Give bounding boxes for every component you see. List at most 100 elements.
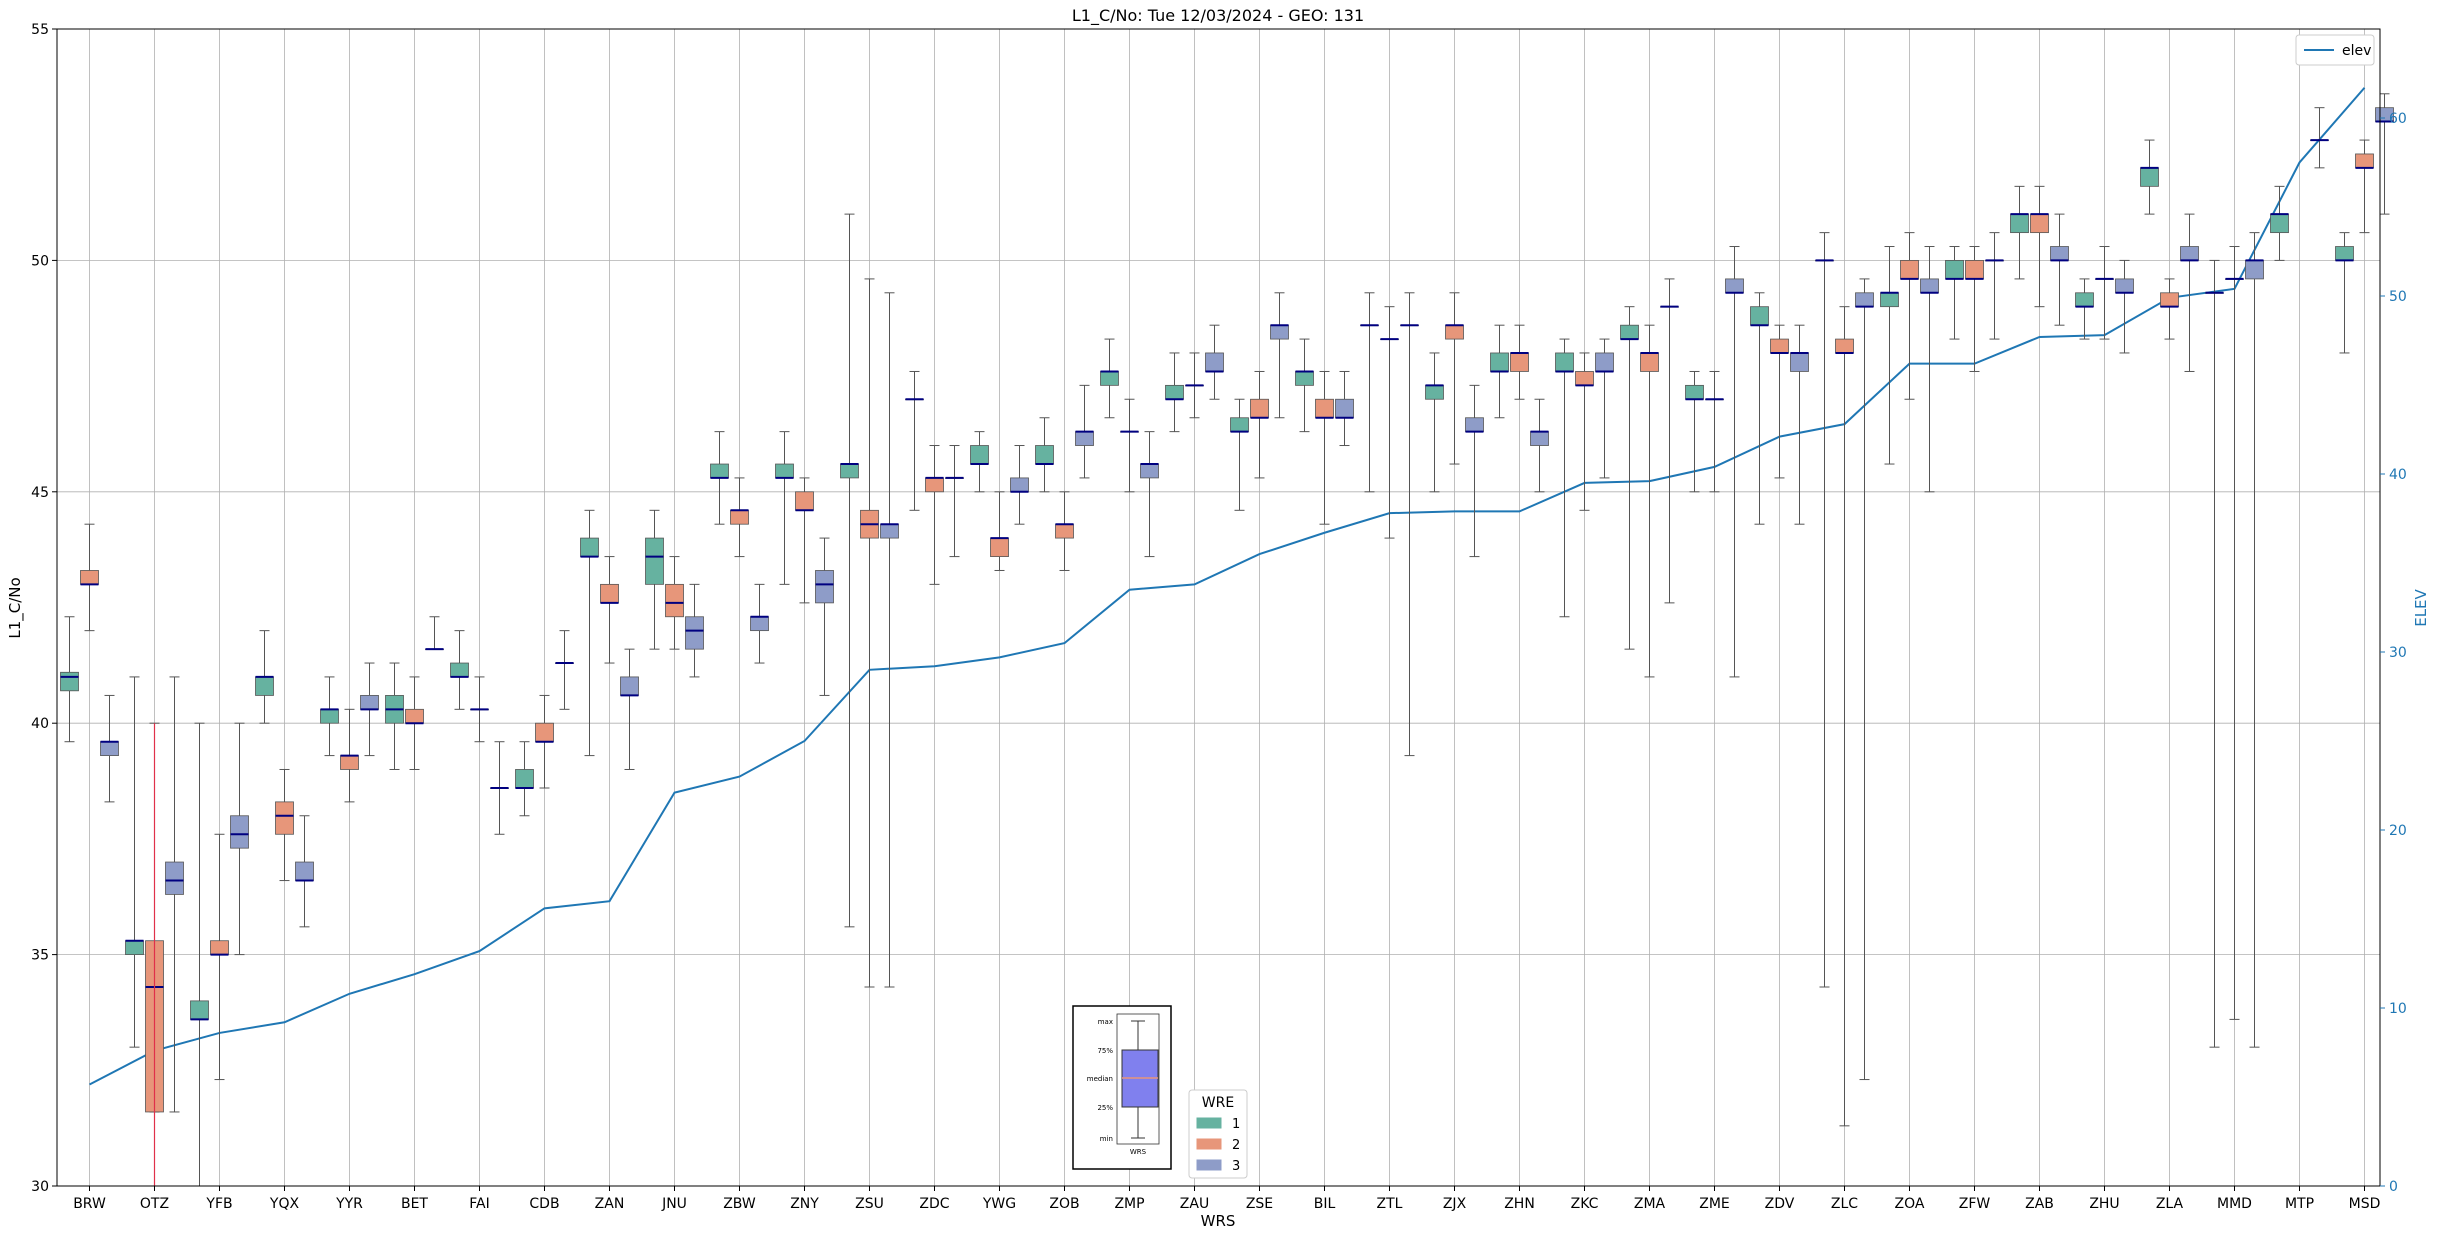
box-iqr: [295, 861, 314, 881]
box-key-min-label: min: [1100, 1135, 1113, 1143]
box-ZHN-wre1: [1490, 324, 1509, 419]
box-iqr: [1595, 352, 1614, 372]
box-iqr: [1165, 384, 1184, 400]
x-tick-label: CDB: [529, 1196, 559, 1212]
box-iqr: [2075, 292, 2094, 308]
box-MTP-wre1: [2270, 185, 2289, 261]
x-tick-label: ZNY: [790, 1196, 819, 1212]
x-tick-label: ZMA: [1634, 1196, 1666, 1212]
line-legend: elev: [2295, 34, 2375, 66]
box-JNU-wre3: [685, 583, 704, 678]
box-iqr: [80, 570, 99, 585]
box-CDB-wre3: [555, 630, 574, 710]
y-tick-label: 55: [31, 22, 49, 38]
x-tick-label: ZHN: [1504, 1196, 1535, 1212]
x-tick-label: MMD: [2217, 1196, 2252, 1212]
box-ZOB-wre1: [1035, 417, 1054, 493]
box-key-median-label: median: [1087, 1075, 1113, 1083]
box-BET-wre2: [405, 676, 424, 770]
y-tick-label: 40: [31, 716, 49, 732]
box-FAI-wre2: [470, 676, 489, 743]
box-iqr: [515, 769, 534, 789]
box-key-axes: [1116, 1013, 1160, 1145]
box-iqr: [1835, 338, 1854, 354]
box-ZTL-wre3: [1400, 292, 1419, 757]
box-ZME-wre2: [1705, 370, 1724, 493]
box-iqr: [1530, 431, 1549, 446]
x-tick-label: OTZ: [140, 1196, 169, 1212]
x-tick-label: ZOB: [1049, 1196, 1079, 1212]
box-ZHU-wre3: [2115, 259, 2134, 354]
box-key-q1-label: 25%: [1097, 1104, 1113, 1112]
box-iqr: [1965, 259, 1984, 280]
box-iqr: [1685, 384, 1704, 400]
x-tick-label: ZBW: [723, 1196, 756, 1212]
x-tick-label: ZJX: [1443, 1196, 1467, 1212]
box-CDB-wre1: [515, 741, 534, 817]
box-iqr: [795, 491, 814, 511]
x-tick-label: MTP: [2285, 1196, 2314, 1212]
x-tick-label: ZFW: [1959, 1196, 1991, 1212]
y2-tick-label: 60: [2389, 111, 2407, 127]
box-ZMA-wre3: [1660, 278, 1679, 604]
box-ZLA-wre3: [2180, 213, 2199, 372]
x-tick-label: BET: [401, 1196, 428, 1212]
box-iqr: [190, 1000, 209, 1020]
box-iqr: [1315, 398, 1334, 419]
box-iqr: [2335, 246, 2354, 261]
box-ZJX-wre3: [1465, 384, 1484, 558]
x-tick-label: ZMP: [1114, 1196, 1144, 1212]
box-iqr: [2245, 259, 2264, 280]
box-iqr: [1335, 398, 1354, 419]
box-MSD-wre1: [2335, 232, 2354, 354]
box-iqr: [1445, 324, 1464, 340]
box-BRW-wre1: [60, 616, 79, 743]
box-iqr: [2355, 153, 2374, 169]
x-tick-label: ZSE: [1246, 1196, 1273, 1212]
box-ZME-wre1: [1685, 370, 1704, 493]
box-ZDC-wre3: [945, 445, 964, 558]
x-tick-label: ZSU: [855, 1196, 884, 1212]
box-MMD-wre2: [2225, 246, 2244, 1020]
box-iqr: [840, 463, 859, 479]
box-ZAN-wre1: [580, 509, 599, 757]
box-ZLC-wre1: [1815, 232, 1834, 988]
box-iqr: [2050, 246, 2069, 261]
box-YFB-wre1: [190, 722, 209, 1187]
box-ZBW-wre2: [730, 477, 749, 558]
box-iqr: [1205, 352, 1224, 372]
box-ZOA-wre1: [1880, 246, 1899, 465]
plot-frame: [56, 28, 2381, 1187]
box-iqr: [340, 755, 359, 770]
box-ZDV-wre3: [1790, 324, 1809, 525]
box-JNU-wre2: [665, 556, 684, 650]
box-ZAN-wre3: [620, 648, 639, 770]
x-tick-label: ZHU: [2089, 1196, 2119, 1212]
x-axis-label: WRS: [1201, 1212, 1236, 1230]
box-iqr: [1425, 384, 1444, 400]
wre-legend-title: WRE: [1202, 1095, 1234, 1111]
box-key-inset: max 75% median 25% min WRS: [1072, 1005, 1172, 1170]
box-OTZ-wre3: [165, 676, 184, 1113]
box-YYR-wre2: [340, 708, 359, 803]
wre-legend-label-1: 1: [1232, 1117, 1240, 1132]
x-tick-label: ZKC: [1571, 1196, 1599, 1212]
y2-tick-label: 0: [2389, 1179, 2398, 1195]
box-YQX-wre2: [275, 768, 294, 882]
box-ZMP-wre2: [1120, 398, 1139, 493]
wre-legend-box: [1188, 1089, 1248, 1179]
box-iqr: [580, 537, 599, 557]
box-iqr: [2270, 213, 2289, 234]
box-iqr: [1295, 371, 1314, 386]
y2-tick-label: 10: [2389, 1001, 2407, 1017]
line-legend-box: [2295, 34, 2375, 66]
box-ZMA-wre2: [1640, 324, 1659, 678]
box-ZOB-wre3: [1075, 384, 1094, 479]
y2-tick-label: 30: [2389, 645, 2407, 661]
box-ZKC-wre2: [1575, 352, 1594, 511]
y2-axis-label: ELEV: [2412, 588, 2430, 626]
box-iqr: [990, 537, 1009, 557]
box-key-q3-label: 75%: [1097, 1047, 1113, 1055]
